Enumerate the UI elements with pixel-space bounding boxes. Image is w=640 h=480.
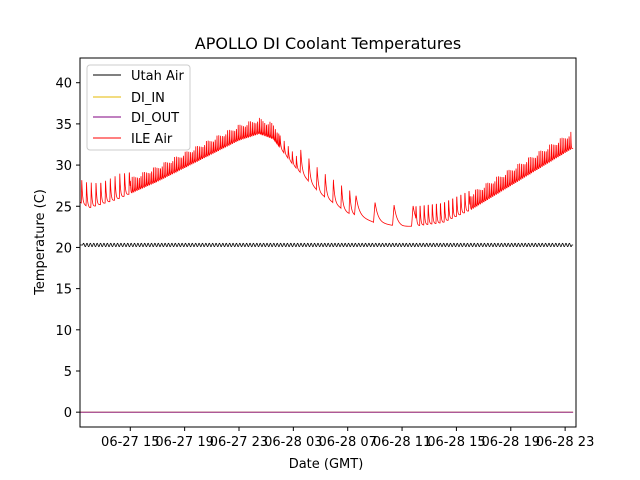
x-tick-label: 06-28 03: [264, 435, 322, 450]
x-tick-label: 06-27 23: [210, 435, 268, 450]
x-tick-label: 06-28 07: [318, 435, 376, 450]
y-tick-label: 35: [55, 118, 72, 133]
x-tick-label: 06-27 15: [101, 435, 159, 450]
legend-box: [86, 64, 191, 151]
series-line-utah-air: [80, 242, 574, 248]
x-tick-label: 06-28 19: [482, 435, 540, 450]
y-tick-label: 40: [55, 77, 72, 92]
legend-label-di-in: DI_IN: [131, 91, 165, 106]
y-tick-label: 15: [55, 283, 72, 298]
y-tick-label: 5: [64, 365, 72, 380]
x-axis-label: Date (GMT): [289, 457, 364, 472]
x-tick-label: 06-28 15: [427, 435, 485, 450]
x-tick-label: 06-28 23: [536, 435, 594, 450]
chart-title: APOLLO DI Coolant Temperatures: [195, 34, 461, 53]
y-tick-label: 0: [64, 406, 72, 421]
legend-label-utah-air: Utah Air: [131, 69, 184, 84]
y-tick-label: 25: [55, 200, 72, 215]
y-axis: 0 5 10 15 20 25 30 35 40: [55, 77, 80, 421]
y-tick-label: 20: [55, 241, 72, 256]
x-tick-label: 06-27 19: [155, 435, 213, 450]
y-tick-label: 30: [55, 159, 72, 174]
series-layer: [80, 117, 574, 413]
plot-frame: [79, 57, 577, 428]
series-line-ile-air: [80, 117, 574, 227]
legend-label-di-out: DI_OUT: [131, 111, 179, 126]
legend-label-ile-air: ILE Air: [131, 132, 173, 147]
x-tick-label: 06-28 11: [373, 435, 431, 450]
y-tick-label: 10: [55, 324, 72, 339]
legend: Utah Air DI_IN DI_OUT ILE Air: [86, 64, 191, 151]
y-axis-label: Temperature (C): [33, 189, 48, 296]
